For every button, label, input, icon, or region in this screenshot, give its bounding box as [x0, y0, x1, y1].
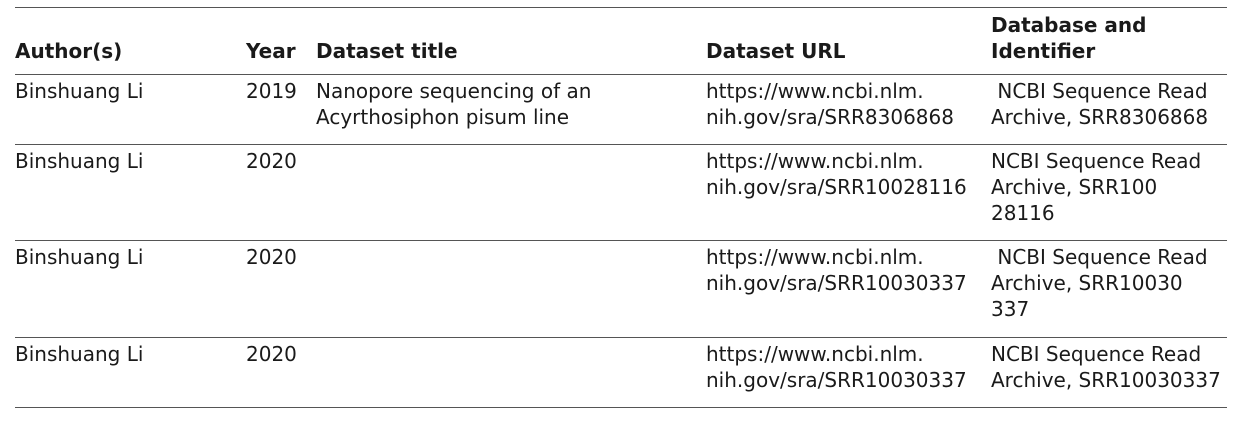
- cell-database-line2: Archive, SRR8306868: [991, 105, 1209, 129]
- table-row: Binshuang Li 2019 Nanopore sequencing of…: [15, 75, 1227, 145]
- cell-url[interactable]: https://www.ncbi.nlm. nih.gov/sra/SRR100…: [706, 145, 991, 241]
- table-row: Binshuang Li 2020 https://www.ncbi.nlm. …: [15, 145, 1227, 241]
- cell-url-line2[interactable]: nih.gov/sra/SRR10028116: [706, 175, 967, 199]
- cell-url[interactable]: https://www.ncbi.nlm. nih.gov/sra/SRR830…: [706, 75, 991, 145]
- cell-author: Binshuang Li: [15, 149, 144, 173]
- cell-title: Nanopore sequencing of an Acyrthosiphon …: [316, 75, 706, 145]
- cell-database-line1: NCBI Sequence Read: [991, 79, 1208, 103]
- cell-year: 2020: [246, 245, 297, 269]
- cell-url[interactable]: https://www.ncbi.nlm. nih.gov/sra/SRR100…: [706, 338, 991, 408]
- header-title: Dataset title: [316, 39, 458, 63]
- cell-author: Binshuang Li: [15, 342, 144, 366]
- cell-title-line2: Acyrthosiphon pisum line: [316, 105, 570, 129]
- cell-database: NCBI Sequence Read Archive, SRR8306868: [991, 75, 1227, 145]
- cell-title-line1: Nanopore sequencing of an: [316, 79, 592, 103]
- cell-database-line2: Archive, SRR10030: [991, 271, 1183, 295]
- cell-database-line1: NCBI Sequence Read: [991, 149, 1202, 173]
- table-header-row: Author(s) Year Dataset title Dataset URL…: [15, 7, 1227, 75]
- header-database-line2: Identifier: [991, 39, 1096, 63]
- cell-database: NCBI Sequence Read Archive, SRR100 28116: [991, 145, 1227, 241]
- cell-url-line1[interactable]: https://www.ncbi.nlm.: [706, 149, 924, 173]
- cell-year: 2020: [246, 342, 297, 366]
- table-row: Binshuang Li 2020 https://www.ncbi.nlm. …: [15, 338, 1227, 408]
- dataset-table-container: Author(s) Year Dataset title Dataset URL…: [15, 7, 1227, 408]
- cell-author: Binshuang Li: [15, 79, 144, 103]
- cell-database-line3: 337: [991, 297, 1030, 321]
- cell-url-line2[interactable]: nih.gov/sra/SRR10030337: [706, 368, 967, 392]
- cell-title: [316, 338, 706, 408]
- cell-database: NCBI Sequence Read Archive, SRR10030337: [991, 338, 1227, 408]
- header-author: Author(s): [15, 39, 123, 63]
- cell-database-line2: Archive, SRR10030337: [991, 368, 1221, 392]
- cell-url-line1[interactable]: https://www.ncbi.nlm.: [706, 245, 924, 269]
- header-database: Database and Identifier: [991, 8, 1227, 75]
- cell-url-line2[interactable]: nih.gov/sra/SRR8306868: [706, 105, 954, 129]
- cell-database-line2: Archive, SRR100: [991, 175, 1158, 199]
- header-database-line1: Database and: [991, 13, 1147, 37]
- cell-database-line1: NCBI Sequence Read: [991, 245, 1208, 269]
- table-row: Binshuang Li 2020 https://www.ncbi.nlm. …: [15, 241, 1227, 338]
- cell-author: Binshuang Li: [15, 245, 144, 269]
- cell-url-line2[interactable]: nih.gov/sra/SRR10030337: [706, 271, 967, 295]
- cell-title: [316, 241, 706, 338]
- cell-year: 2019: [246, 79, 297, 103]
- cell-database-line3: 28116: [991, 201, 1055, 225]
- header-url: Dataset URL: [706, 39, 846, 63]
- header-year: Year: [246, 39, 296, 63]
- dataset-table: Author(s) Year Dataset title Dataset URL…: [15, 7, 1227, 408]
- cell-database-line1: NCBI Sequence Read: [991, 342, 1202, 366]
- cell-url-line1[interactable]: https://www.ncbi.nlm.: [706, 342, 924, 366]
- cell-url[interactable]: https://www.ncbi.nlm. nih.gov/sra/SRR100…: [706, 241, 991, 338]
- cell-database: NCBI Sequence Read Archive, SRR10030 337: [991, 241, 1227, 338]
- cell-year: 2020: [246, 149, 297, 173]
- cell-title: [316, 145, 706, 241]
- cell-url-line1[interactable]: https://www.ncbi.nlm.: [706, 79, 924, 103]
